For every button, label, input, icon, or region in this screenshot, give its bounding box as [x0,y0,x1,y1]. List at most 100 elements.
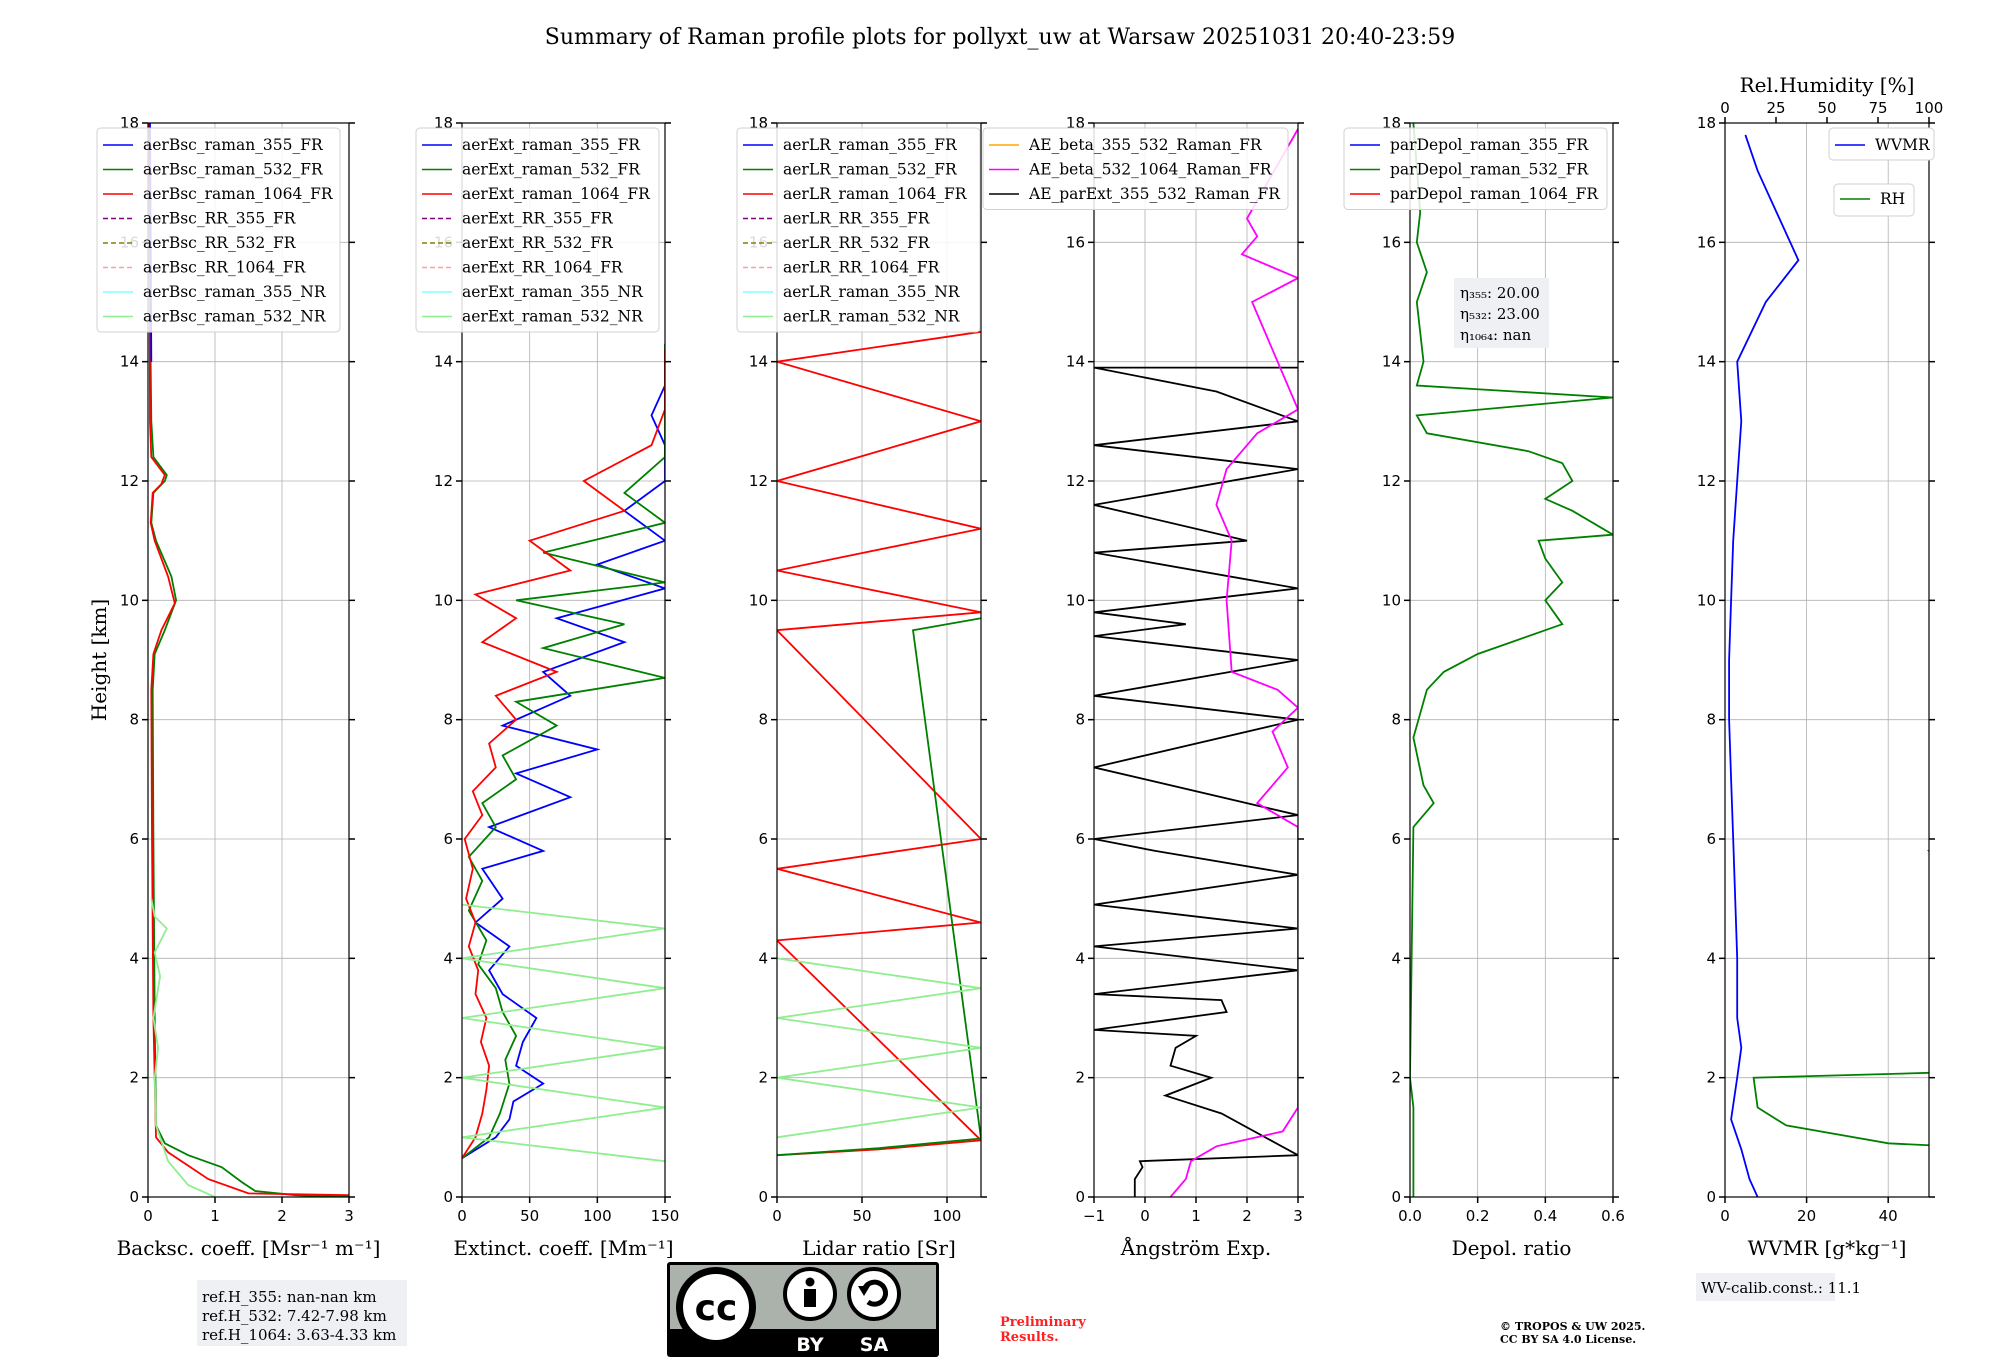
y-tick-label: 6 [1075,830,1085,848]
legend-box-wvmr [1828,127,1935,161]
refh-532: ref.H_532: 7.42-7.98 km [202,1307,387,1325]
x-tick-label: 20 [1797,1207,1816,1225]
y-tick-label: 2 [758,1069,768,1087]
y-tick-label: 0 [129,1188,139,1206]
x-tick-label: 0.6 [1601,1207,1625,1225]
series-group [777,330,981,1157]
top-x-axis-label: Rel.Humidity [%] [1740,73,1915,97]
series-line-AE_beta_532_1064_Raman_FR [1169,128,1298,1197]
legend-box-rh [1833,183,1915,217]
cc-circle-inner [683,1274,749,1340]
wv-calib-bg [1696,1273,1835,1301]
y-tick-label: 8 [1706,711,1716,729]
y-tick-label: 0 [758,1188,768,1206]
y-tick-label: 6 [1706,830,1716,848]
panels: 0246810121416180123Backsc. coeff. [Msr⁻¹… [87,73,1944,1260]
legend-label: AE_beta_355_532_Raman_FR [1028,136,1263,154]
preliminary-line-1: Preliminary [1000,1315,1086,1330]
y-tick-label: 6 [443,830,453,848]
legend-box [736,127,981,333]
license-sa-label: SA [860,1334,889,1356]
legend-label: aerExt_raman_1064_FR [462,185,651,203]
series-line-parDepol_raman_532_FR [1410,123,1613,1197]
by-person-body [804,1289,816,1307]
y-tick-label: 6 [758,830,768,848]
series-line-aerBsc_raman_1064_FR [148,123,349,1197]
x-tick-label: 0 [772,1207,782,1225]
series-line-aerBsc_raman_532_NR [150,898,216,1197]
series-line-RH [1752,849,1929,1147]
legend-label: parDepol_raman_532_FR [1390,161,1590,179]
x-tick-label: 100 [583,1207,612,1225]
series-line-aerExt_raman_532_NR [462,903,665,1163]
y-tick-label: 8 [1391,711,1401,729]
series-line-WVMR [1728,134,1800,1197]
sa-arrow-icon [861,1279,889,1307]
y-tick-label: 0 [1075,1188,1085,1206]
x-tick-label: 3 [344,1207,354,1225]
y-tick-label: 8 [1075,711,1085,729]
panel-backscatter: 0246810121416180123Backsc. coeff. [Msr⁻¹… [87,114,380,1260]
copyright-line-1: © TROPOS & UW 2025. [1500,1320,1645,1333]
top-x-tick-label: 0 [1720,99,1730,117]
y-tick-label: 4 [1391,949,1401,967]
legend-label: aerBsc_raman_532_NR [143,308,327,326]
legend-label: aerExt_raman_355_NR [462,283,644,301]
refh-box: ref.H_355: nan-nan km ref.H_532: 7.42-7.… [197,1280,407,1346]
legend-label: aerExt_RR_355_FR [462,210,614,228]
y-tick-label: 16 [1697,233,1716,251]
legend-label: aerExt_raman_532_FR [462,161,641,179]
series-line-aerExt_raman_1064_FR [462,349,665,1159]
top-x-tick-label: 50 [1817,99,1836,117]
eta-annotation: η₁₀₆₄: nan [1460,326,1531,344]
top-x-tick-label: 100 [1915,99,1944,117]
series-line-aerLR_raman_532_FR [777,617,981,1157]
legend-label: aerBsc_raman_532_FR [143,161,324,179]
y-tick-label: 18 [1697,114,1716,132]
x-tick-label: 150 [651,1207,680,1225]
eta-annotation: η₃₅₅: 20.00 [1460,284,1540,302]
x-tick-label: 2 [277,1207,287,1225]
y-tick-label: 12 [120,472,139,490]
legend-label: aerBsc_raman_355_NR [143,283,327,301]
x-tick-label: 0 [457,1207,467,1225]
y-tick-label: 4 [443,949,453,967]
plot-frame [1409,122,1614,1198]
sa-arrowhead-icon [858,1286,870,1296]
y-tick-label: 12 [749,472,768,490]
refh-1064: ref.H_1064: 3.63-4.33 km [202,1326,396,1344]
legend-label: aerBsc_raman_1064_FR [143,185,334,203]
x-tick-label: 0.0 [1398,1207,1422,1225]
figure-title: Summary of Raman profile plots for polly… [545,25,1455,50]
series-group [1728,134,1929,1197]
y-tick-label: 14 [1066,353,1085,371]
legend-label: aerLR_raman_355_NR [783,283,961,301]
legend-label: aerExt_RR_1064_FR [462,259,624,277]
x-tick-label: 50 [520,1207,539,1225]
series-group [1410,123,1613,1197]
plot-frame [1724,122,1930,1198]
y-tick-label: 12 [434,472,453,490]
x-axis-label: Lidar ratio [Sr] [802,1236,956,1260]
y-tick-label: 2 [1075,1069,1085,1087]
y-tick-label: 2 [1706,1069,1716,1087]
y-tick-label: 2 [443,1069,453,1087]
y-tick-label: 8 [443,711,453,729]
y-tick-label: 8 [758,711,768,729]
preliminary-line-2: Results. [1000,1330,1059,1345]
x-tick-label: 0 [1720,1207,1730,1225]
y-tick-label: 16 [1066,233,1085,251]
top-x-tick-label: 75 [1868,99,1887,117]
x-tick-label: 0.4 [1533,1207,1557,1225]
y-axis-label: Height [km] [87,599,111,721]
legend-label: aerBsc_RR_532_FR [143,234,297,252]
legend-label: aerExt_raman_355_FR [462,136,641,154]
panel-lidar_ratio: 024681012141618050100Lidar ratio [Sr]aer… [736,114,987,1260]
y-tick-label: 14 [1697,353,1716,371]
sa-share-icon [847,1267,901,1321]
x-tick-label: 0.2 [1466,1207,1490,1225]
legend-label: AE_beta_532_1064_Raman_FR [1028,161,1273,179]
legend-label: aerLR_raman_355_FR [783,136,958,154]
y-tick-label: 10 [1066,591,1085,609]
